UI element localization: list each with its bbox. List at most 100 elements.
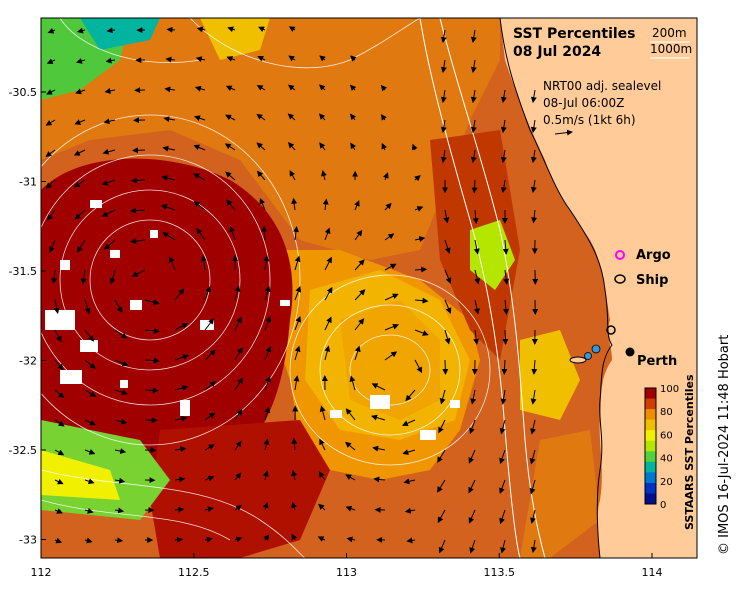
current-arrow xyxy=(384,351,398,361)
current-arrow xyxy=(264,375,271,391)
current-arrow xyxy=(437,509,446,524)
current-arrow xyxy=(349,84,357,92)
current-arrow xyxy=(354,200,360,211)
current-arrow xyxy=(499,419,506,435)
current-arrow xyxy=(468,509,476,524)
current-arrow xyxy=(345,474,356,481)
current-arrow xyxy=(474,269,481,285)
current-arrow xyxy=(438,419,446,434)
current-arrow xyxy=(287,113,296,121)
current-arrow xyxy=(444,299,452,314)
current-arrow xyxy=(318,84,326,91)
credit-text: © IMOS 16-Jul-2024 11:48 Hobart xyxy=(717,335,732,555)
current-arrow xyxy=(130,177,146,184)
current-arrow xyxy=(500,89,507,104)
colorbar-tick-label: 60 xyxy=(660,430,673,441)
current-arrow xyxy=(49,239,56,253)
yellow-patch-coast xyxy=(520,330,580,420)
current-arrow xyxy=(227,26,236,33)
argo-marker-2 xyxy=(584,352,592,360)
current-arrow xyxy=(104,87,116,94)
current-arrow xyxy=(234,316,242,331)
current-arrow xyxy=(46,89,56,95)
current-arrow xyxy=(54,537,63,544)
current-arrow xyxy=(224,143,236,151)
current-arrow xyxy=(287,142,296,151)
current-arrow xyxy=(77,27,86,34)
current-arrow xyxy=(414,297,429,304)
current-arrow xyxy=(168,256,176,271)
current-arrow xyxy=(166,26,176,33)
current-arrow xyxy=(502,239,509,255)
colorbar-segment xyxy=(645,493,656,505)
current-arrow xyxy=(321,170,327,181)
current-arrow xyxy=(204,285,211,301)
colorbar-segment xyxy=(645,482,656,494)
current-arrow xyxy=(349,375,356,391)
current-arrow xyxy=(75,88,86,95)
current-arrow xyxy=(354,259,365,271)
current-arrow xyxy=(105,57,116,64)
current-arrow xyxy=(468,449,476,464)
map-date: 08 Jul 2024 xyxy=(513,44,601,60)
current-arrow xyxy=(84,419,97,426)
current-arrow xyxy=(130,238,146,245)
cool-patch-nw2 xyxy=(80,18,160,50)
ship-legend-icon xyxy=(614,274,626,284)
yellow-patch-north xyxy=(200,18,270,60)
current-arrow xyxy=(258,26,266,33)
current-arrow xyxy=(350,55,357,62)
current-arrow xyxy=(500,119,507,134)
current-arrow xyxy=(503,269,510,285)
current-arrow xyxy=(263,438,270,451)
current-arrow xyxy=(350,142,357,151)
current-arrow xyxy=(401,419,416,427)
current-arrow xyxy=(53,299,60,314)
current-arrow xyxy=(354,289,366,301)
current-arrow xyxy=(103,118,116,125)
contour-label-1000m: 1000m xyxy=(650,42,692,56)
current-arrow xyxy=(225,114,236,121)
current-arrow xyxy=(346,536,356,543)
current-arrow xyxy=(174,536,184,543)
current-arrow xyxy=(318,471,326,481)
plot-frame xyxy=(40,17,698,559)
current-arrow xyxy=(440,89,447,104)
current-arrow xyxy=(372,445,386,452)
current-arrow xyxy=(289,170,296,181)
current-arrow xyxy=(324,316,332,331)
current-arrow xyxy=(440,119,447,134)
coastline xyxy=(499,18,613,558)
current-arrow xyxy=(530,149,537,164)
x-tick-label: 113.5 xyxy=(484,566,516,579)
current-arrow xyxy=(165,56,176,63)
current-arrow xyxy=(204,318,215,331)
current-arrow xyxy=(319,55,326,62)
current-arrow xyxy=(163,116,176,123)
current-arrow xyxy=(469,419,476,435)
yellow-patch-sw xyxy=(41,450,120,500)
current-arrow xyxy=(174,446,187,453)
current-vectors xyxy=(45,26,539,554)
current-arrow xyxy=(160,204,176,211)
current-arrow xyxy=(234,408,243,421)
current-arrow xyxy=(414,206,424,212)
current-arrow xyxy=(444,269,452,284)
current-arrow xyxy=(530,509,536,524)
current-arrow xyxy=(114,418,128,425)
current-arrow xyxy=(530,179,537,194)
current-arrow xyxy=(502,299,509,315)
current-arrow xyxy=(414,329,429,336)
current-arrow xyxy=(384,263,397,271)
current-arrow xyxy=(45,149,56,157)
current-arrow xyxy=(500,389,507,405)
current-arrow xyxy=(144,387,159,394)
current-arrow xyxy=(291,533,298,541)
current-arrow xyxy=(204,536,213,543)
current-arrow xyxy=(470,389,477,405)
current-arrow xyxy=(437,449,446,463)
current-arrow xyxy=(294,255,301,271)
current-arrow xyxy=(74,119,86,125)
current-arrow xyxy=(324,256,332,271)
